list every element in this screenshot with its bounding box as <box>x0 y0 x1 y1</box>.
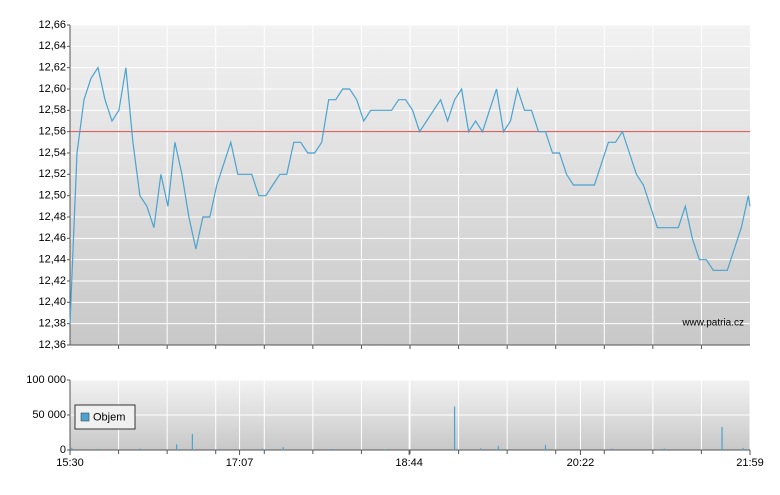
volume-bar <box>480 448 482 450</box>
volume-bar <box>663 448 665 450</box>
volume-bar <box>176 444 178 450</box>
volume-bar <box>453 406 456 450</box>
volume-bar <box>95 448 97 450</box>
volume-bar <box>331 448 333 450</box>
y-tick-label: 12,58 <box>38 104 66 116</box>
volume-bar <box>544 445 547 450</box>
volume-bar <box>721 426 723 450</box>
y-tick-label: 12,48 <box>38 211 66 223</box>
x-tick-label: 17:07 <box>226 457 254 469</box>
y-tick-label: 12,46 <box>38 232 66 244</box>
y-tick-label: 12,62 <box>38 62 66 74</box>
y-tick-label: 12,56 <box>38 126 66 138</box>
y-tick-label: 12,36 <box>38 339 66 351</box>
volume-bar <box>71 447 73 450</box>
legend-label: Objem <box>93 411 125 423</box>
volume-bar <box>217 448 220 450</box>
volume-bar <box>139 448 141 450</box>
annotation: www.patria.cz <box>681 318 744 329</box>
volume-bar <box>191 433 193 450</box>
x-tick-label: 21:59 <box>736 457 764 469</box>
volume-bar <box>611 448 613 450</box>
volume-bar <box>497 445 499 450</box>
y-tick-label: 12,38 <box>38 318 66 330</box>
y-tick-label: 0 <box>60 444 66 456</box>
volume-bar <box>384 449 386 450</box>
y-tick-label: 12,66 <box>38 19 66 31</box>
volume-bar <box>742 447 744 450</box>
y-tick-label: 12,52 <box>38 168 66 180</box>
volume-bar <box>261 448 263 450</box>
y-tick-label: 12,54 <box>38 147 66 159</box>
x-tick-label: 18:44 <box>395 457 423 469</box>
price-line <box>69 66 751 324</box>
y-tick-label: 100 000 <box>26 374 66 386</box>
x-tick-label: 20:22 <box>567 457 595 469</box>
y-tick-label: 12,44 <box>38 254 66 266</box>
y-tick-label: 12,40 <box>38 296 66 308</box>
y-tick-label: 50 000 <box>32 409 66 421</box>
y-tick-label: 12,64 <box>38 40 66 52</box>
x-tick-label: 15:30 <box>56 457 84 469</box>
y-tick-label: 12,42 <box>38 275 66 287</box>
y-tick-label: 12,50 <box>38 190 66 202</box>
y-tick-label: 12,60 <box>38 83 66 95</box>
legend-swatch <box>80 412 90 422</box>
volume-bar <box>282 447 284 450</box>
